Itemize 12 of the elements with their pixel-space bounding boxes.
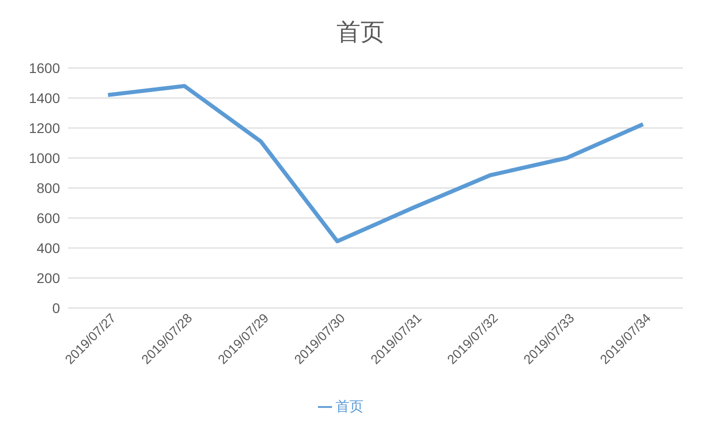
legend-label: 首页 — [336, 398, 364, 414]
y-tick-label: 0 — [52, 300, 60, 316]
y-tick-label: 1600 — [28, 60, 60, 76]
y-tick-label: 1200 — [28, 120, 60, 136]
chart-title: 首页 — [336, 18, 386, 48]
line-series — [106, 84, 645, 244]
y-tick-label: 1000 — [28, 150, 60, 166]
y-tick-label: 1400 — [28, 90, 60, 106]
y-tick-label: 600 — [36, 210, 60, 226]
y-tick-label: 800 — [36, 180, 60, 196]
y-tick-label: 400 — [36, 240, 60, 256]
y-tick-label: 200 — [36, 270, 60, 286]
